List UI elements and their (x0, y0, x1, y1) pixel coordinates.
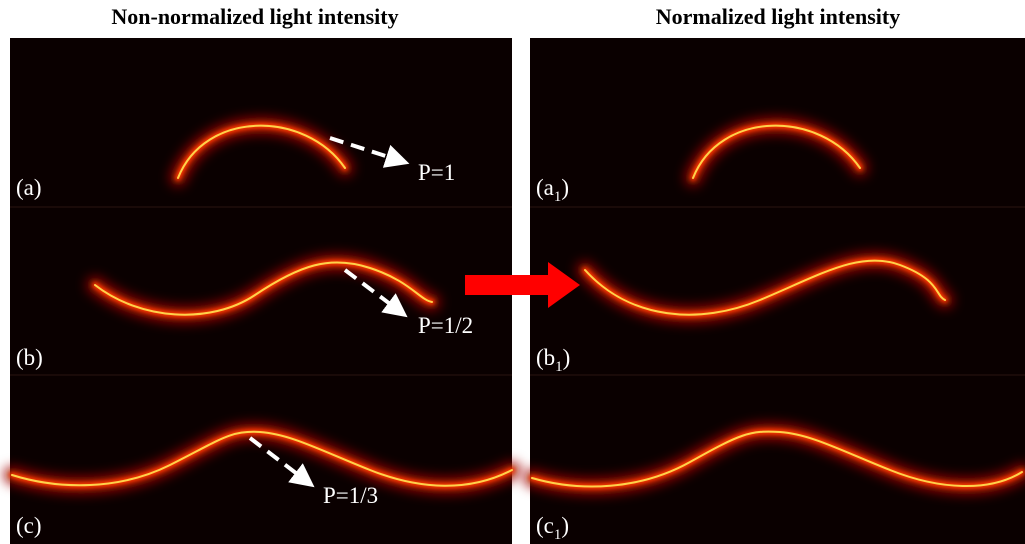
panel-label: (a1) (536, 175, 569, 205)
core (94, 261, 433, 316)
label-part: ) (561, 175, 569, 200)
panel-label: (b) (16, 345, 43, 370)
label-part: 1 (554, 527, 562, 543)
column-title: Normalized light intensity (656, 4, 900, 29)
curve (87, 254, 440, 323)
annotation: P=1/2 (418, 313, 473, 338)
label-part: 1 (555, 359, 563, 375)
label-part: (c (536, 513, 554, 538)
panel-label: (c) (16, 513, 42, 538)
column-title: Non-normalized light intensity (111, 4, 398, 29)
transition-arrow (465, 262, 580, 308)
core (531, 430, 1023, 488)
core (584, 259, 946, 316)
label-part: (a (536, 175, 554, 200)
core (177, 124, 346, 179)
label-part: 1 (554, 189, 562, 205)
curve (4, 423, 520, 494)
panel-label: (a) (16, 175, 42, 200)
curve (524, 423, 1025, 495)
panel-label: (c1) (536, 513, 569, 543)
dashed-arrow (248, 136, 410, 488)
curve (577, 252, 953, 323)
annotation: P=1/3 (323, 483, 378, 508)
core (692, 124, 861, 179)
curve (170, 117, 353, 186)
label-part: (b (536, 345, 555, 370)
label-part: ) (563, 345, 571, 370)
core (11, 430, 513, 487)
curve (685, 117, 868, 186)
panel-label: (b1) (536, 345, 570, 375)
annotation: P=1 (418, 160, 455, 185)
intensity-curves (4, 117, 1025, 495)
label-part: ) (561, 513, 569, 538)
